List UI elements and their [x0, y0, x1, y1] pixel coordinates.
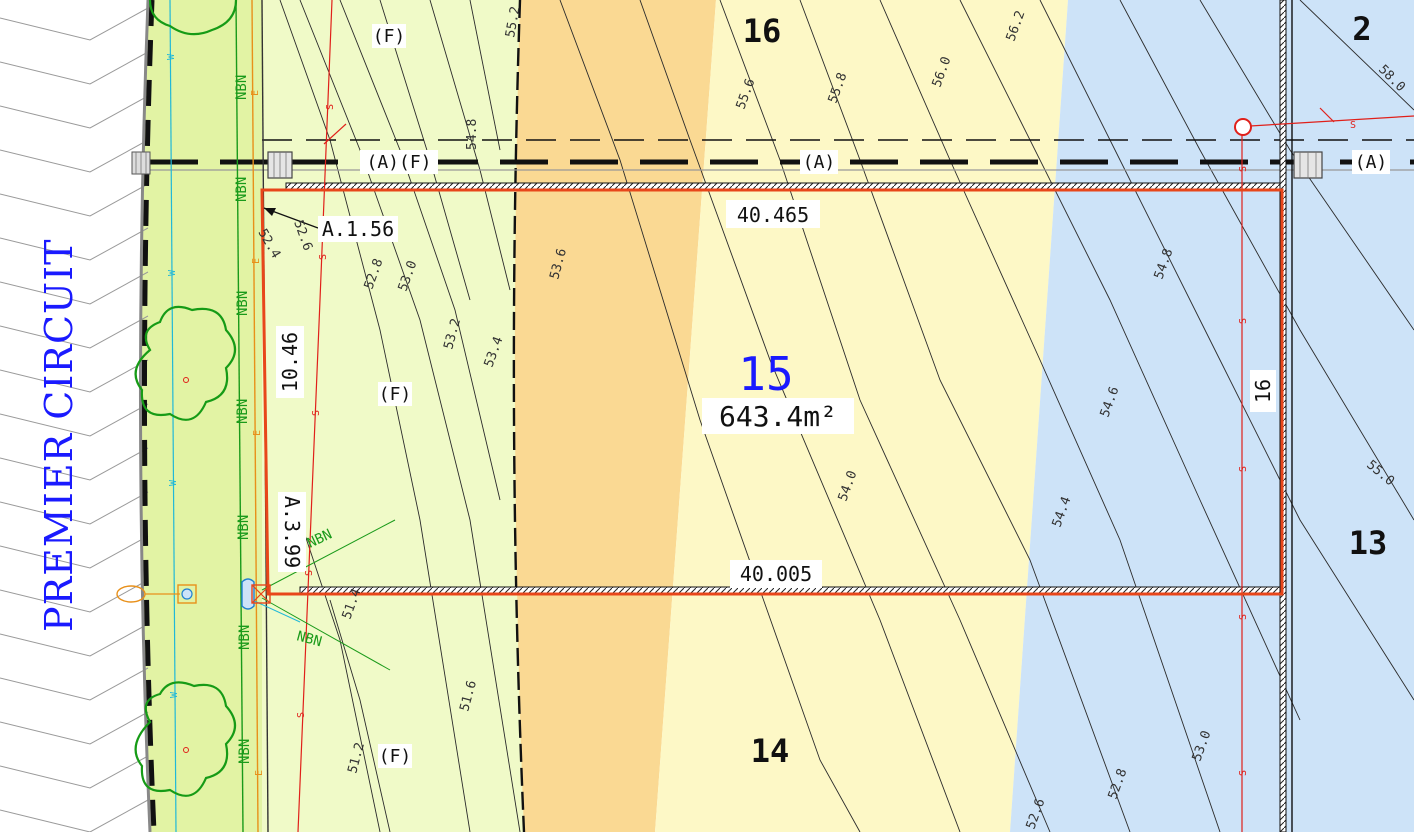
nbn-lead-1: [261, 519, 396, 591]
electric-label: E: [251, 258, 262, 264]
sewer-tick: [1319, 107, 1335, 123]
nbn-label: NBN: [237, 625, 253, 650]
nbn-lead-2: [261, 597, 391, 671]
easement-af-label: (A)(F): [366, 152, 431, 173]
fill-middle-bg: [378, 382, 412, 406]
dim-north-boundary: 40.465: [737, 203, 809, 227]
water-label: W: [168, 479, 179, 486]
fill-north-label: (F): [373, 26, 406, 47]
corner-south-bg: [278, 492, 306, 572]
electric-label: E: [250, 90, 261, 96]
easement-af-bg: [360, 150, 438, 174]
water-label: W: [167, 269, 178, 276]
easement-a-east-label: (A): [1355, 152, 1388, 173]
nbn-label: NBN: [295, 628, 324, 650]
kerb-dashed: [141, 0, 157, 832]
nbn-label: NBN: [234, 75, 250, 100]
neighbour-lot-south: 14: [751, 732, 790, 770]
lot-area-bg: [702, 398, 854, 434]
sewer-label: S: [1350, 120, 1356, 131]
sewer-label: S: [304, 570, 315, 576]
nbn-label: NBN: [235, 291, 251, 316]
dim-south-bg: [730, 560, 822, 588]
sewer-label: S: [1238, 318, 1249, 324]
sewer-label: S: [1238, 770, 1249, 776]
hydrant-icon: [241, 578, 255, 610]
water-lead: [247, 597, 301, 623]
lot-15-boundary: [260, 188, 1284, 596]
road-area: [0, 0, 160, 832]
easement-a-middle-bg: [800, 150, 838, 174]
leader-arrow-icon: [264, 208, 276, 216]
connection-box-icon: [177, 584, 197, 604]
nbn-label: NBN: [237, 739, 253, 764]
road-name-label: PREMIER CIRCUIT: [37, 239, 81, 632]
dim-east-boundary: 16: [1251, 379, 1275, 403]
corner-south-label: A.3.99: [280, 496, 304, 568]
fill-south-label: (F): [379, 746, 412, 767]
sewer-manhole-icon: [1234, 118, 1252, 136]
water-valve-icon: [181, 588, 193, 600]
dim-north-bg: [726, 200, 820, 228]
tree-trunk-icon: [183, 747, 189, 753]
easement-a-middle-label: (A): [803, 152, 836, 173]
cut-fill-boundary: [512, 0, 526, 832]
neighbour-lot-north-east: 2: [1352, 10, 1371, 48]
sewer-branch: [1249, 115, 1414, 127]
road-pavement-pattern: [0, 7, 149, 832]
electric-label: E: [252, 430, 263, 436]
corner-north-bg: [318, 216, 398, 242]
sewer-label: S: [296, 712, 307, 718]
sewer-label: S: [1238, 166, 1249, 172]
sewer-label: S: [1238, 614, 1249, 620]
lot-area-label: 643.4m²: [719, 400, 837, 433]
fill-south-bg: [378, 744, 412, 768]
dim-west-bg: [276, 326, 304, 398]
dim-south-boundary: 40.005: [740, 562, 812, 586]
nbn-label: NBN: [234, 177, 250, 202]
corner-north-label: A.1.56: [322, 217, 394, 241]
dim-east-bg: [1250, 370, 1276, 412]
lot-number-label: 15: [738, 347, 793, 401]
easement-a-east-bg: [1352, 150, 1390, 174]
electric-label: E: [254, 770, 265, 776]
tree-trunk-icon: [183, 377, 189, 383]
cut-zone-orange: [514, 0, 716, 832]
nbn-label: NBN: [235, 399, 251, 424]
sewer-label: S: [325, 104, 336, 110]
sewer-label: S: [311, 410, 322, 416]
pit-grid-lines: [135, 152, 1317, 178]
water-label: W: [169, 691, 180, 698]
contour-label: 54.8: [465, 119, 480, 150]
electric-line: [251, 0, 259, 832]
contour-label: 55.2: [503, 5, 523, 38]
fill-zone-west: [262, 0, 528, 832]
verge-zone: [140, 0, 262, 832]
sewer-line-west: [297, 0, 333, 832]
nbn-label: NBN: [236, 515, 252, 540]
neighbour-lot-east: 13: [1349, 524, 1388, 562]
fill-middle-label: (F): [379, 384, 412, 405]
sewer-label: S: [1238, 466, 1249, 472]
neighbour-lot-north: 16: [743, 12, 782, 50]
sewer-label: S: [318, 254, 329, 260]
tree-icon: [134, 0, 238, 797]
sewer-tick-west: [323, 123, 347, 145]
nbn-line: [235, 0, 244, 832]
low-zone-blue: [1010, 0, 1414, 832]
fill-north-bg: [372, 24, 406, 48]
contour-lines: [279, 0, 1414, 832]
water-label: W: [166, 53, 177, 60]
dim-west-frontage: 10.46: [278, 332, 302, 392]
